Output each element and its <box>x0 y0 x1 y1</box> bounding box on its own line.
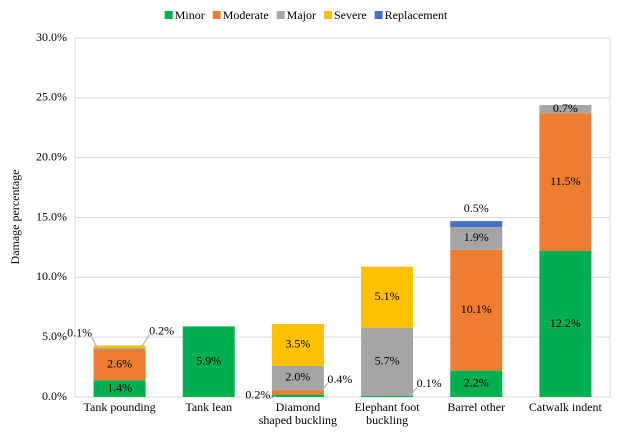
bar-segment <box>271 394 324 397</box>
bar-segment <box>271 389 324 395</box>
x-tick-label: Tank lean <box>185 400 233 414</box>
data-label: 12.2% <box>550 316 581 330</box>
data-label: 10.1% <box>461 302 492 316</box>
bar-segment <box>450 227 503 250</box>
legend-label: Major <box>287 8 316 22</box>
bar-segment <box>450 249 503 371</box>
bar-segment <box>539 113 592 252</box>
legend-swatch <box>374 11 383 19</box>
legend-swatch <box>276 11 285 19</box>
x-tick-label: Diamond shaped buckling <box>258 400 338 427</box>
data-label: 0.2% <box>149 323 174 337</box>
x-tick-label: Barrel other <box>447 400 506 414</box>
x-tick-label: Elephant foot buckling <box>354 400 420 427</box>
legend-label: Moderate <box>223 8 269 22</box>
y-tick-label: 20.0% <box>36 149 67 163</box>
bar-segment <box>271 365 324 390</box>
y-tick-label: 15.0% <box>36 209 67 223</box>
data-label: 1.9% <box>464 230 489 244</box>
data-label: 2.0% <box>285 370 310 384</box>
data-label: 1.4% <box>107 380 132 394</box>
data-label: 0.4% <box>327 372 352 386</box>
bar-segment <box>361 266 414 328</box>
bar-segment <box>93 380 146 397</box>
data-label: 2.2% <box>464 376 489 390</box>
y-tick-label: 30.0% <box>36 30 67 44</box>
bar-segment <box>182 326 235 397</box>
leader-line <box>408 387 418 397</box>
legend-swatch <box>212 11 221 19</box>
data-label: 11.5% <box>550 174 581 188</box>
bar-segment <box>271 324 324 366</box>
data-label: 5.9% <box>196 353 221 367</box>
legend-label: Severe <box>334 8 367 22</box>
data-label: 0.7% <box>553 101 578 115</box>
legend-swatch <box>164 11 173 19</box>
data-label: 3.5% <box>285 337 310 351</box>
y-tick-label: 25.0% <box>36 90 67 104</box>
bar-segment <box>93 347 146 350</box>
y-axis-label: Damage percentage <box>8 170 22 265</box>
bar-segment <box>450 370 503 397</box>
legend-label: Minor <box>175 8 205 22</box>
leader-line <box>319 382 329 393</box>
x-tick-label: Tank pounding <box>83 400 156 414</box>
data-label: 0.5% <box>464 201 489 215</box>
leader-line <box>141 334 151 348</box>
bar-segment <box>361 327 414 396</box>
data-label: 0.1% <box>67 326 92 340</box>
bar-segment <box>361 395 414 397</box>
legend-swatch <box>324 11 333 19</box>
data-label: 0.1% <box>417 376 442 390</box>
data-label: 0.2% <box>245 388 270 402</box>
bar-segment <box>93 345 146 348</box>
data-label: 2.6% <box>107 356 132 370</box>
bar-segment <box>450 221 503 228</box>
leader-line <box>91 336 99 349</box>
x-tick-label: Catwalk indent <box>528 400 602 414</box>
bar-segment <box>93 349 146 381</box>
leader-line <box>269 395 277 400</box>
legend-label: Replacement <box>385 8 448 22</box>
bar-segment <box>539 251 592 397</box>
data-label: 5.1% <box>375 289 400 303</box>
data-label: 5.7% <box>375 353 400 367</box>
y-tick-label: 0.0% <box>42 389 67 403</box>
y-tick-label: 5.0% <box>42 329 67 343</box>
y-tick-label: 10.0% <box>36 269 67 283</box>
bar-segment <box>539 105 592 114</box>
